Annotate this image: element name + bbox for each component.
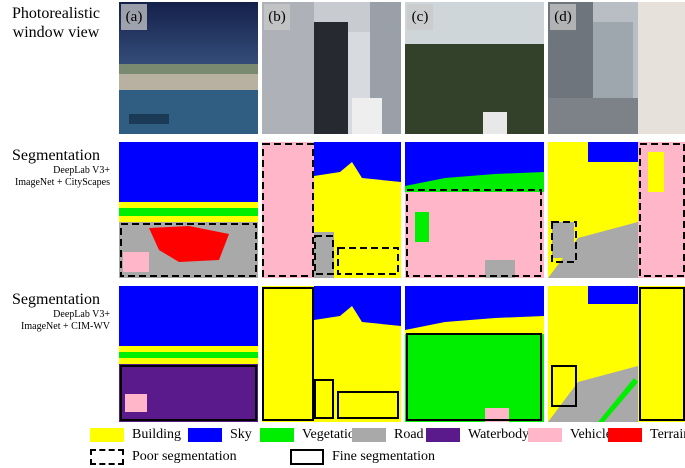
legend-swatch [260,428,294,442]
row-model: DeepLab V3+ [53,309,110,320]
column-label-a: (a) [121,4,147,30]
legend-item-vegetation: Vegetation [260,426,362,444]
photo-panel-a [119,2,258,134]
legend-swatch [528,428,562,442]
legend-item-fine-segmentation: Fine segmentation [290,448,435,466]
legend-label: Road [394,427,424,442]
row-label-seg-cityscapes: Segmentation DeepLab V3+ ImageNet + City… [0,146,112,189]
legend-item-poor-segmentation: Poor segmentation [90,448,237,466]
seg-cityscapes-panel-b [262,142,401,278]
seg-cityscapes-panel-a [119,142,258,278]
solid-box-icon [290,449,324,465]
legend-swatch [90,428,124,442]
legend-item-waterbody: Waterbody [426,426,529,444]
legend-item-road: Road [352,426,424,444]
seg-cimwv-panel-a [119,286,258,422]
legend-label: Terrain [650,427,685,442]
legend-label: Sky [230,427,252,442]
row-title: Segmentation [12,291,100,308]
legend-item-terrain: Terrain [608,426,685,444]
column-label-c: (c) [407,4,433,30]
row-title-line1: Photorealistic [12,5,100,22]
legend-swatch [352,428,386,442]
legend-swatch [426,428,460,442]
column-label-d: (d) [550,4,576,30]
legend-swatch [608,428,642,442]
row-title-line2: window view [12,24,100,41]
legend-label: Fine segmentation [332,449,436,464]
legend-item-sky: Sky [188,426,252,444]
seg-cityscapes-panel-d [548,142,685,278]
legend-label: Vegetation [302,427,362,442]
legend-label: Poor segmentation [132,449,237,464]
seg-cimwv-panel-c [405,286,544,422]
seg-cimwv-panel-d [548,286,685,422]
row-label-photo: Photorealistic window view [0,4,112,42]
legend-item-vehicle: Vehicle [528,426,612,444]
row-label-seg-cimwv: Segmentation DeepLab V3+ ImageNet + CIM-… [0,290,112,333]
row-model: DeepLab V3+ [53,165,110,176]
row-title: Segmentation [12,147,100,164]
dashed-box-icon [90,449,124,465]
column-label-b: (b) [264,4,290,30]
seg-cityscapes-panel-c [405,142,544,278]
legend-label: Vehicle [570,427,612,442]
row-dataset: ImageNet + CityScapes [14,177,110,188]
seg-cimwv-panel-b [262,286,401,422]
legend-label: Waterbody [468,427,530,442]
legend: Building Sky Vegetation Road Waterbody V… [90,426,685,466]
legend-item-building: Building [90,426,181,444]
legend-label: Building [132,427,182,442]
row-dataset: ImageNet + CIM-WV [21,321,110,332]
legend-swatch [188,428,222,442]
